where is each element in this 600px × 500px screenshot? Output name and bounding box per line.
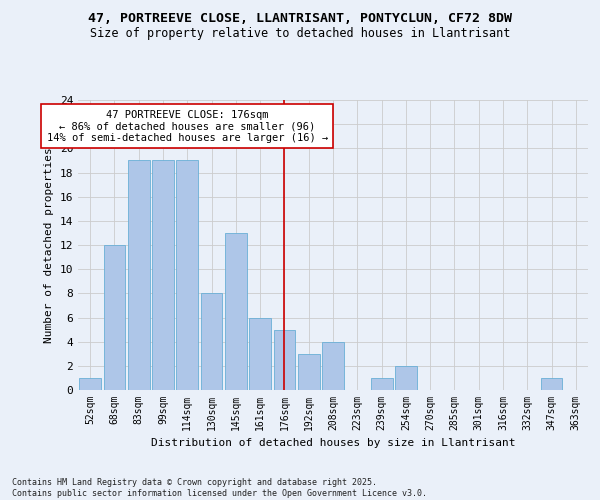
Y-axis label: Number of detached properties: Number of detached properties [44, 147, 54, 343]
Bar [274, 330, 295, 390]
Text: Size of property relative to detached houses in Llantrisant: Size of property relative to detached ho… [90, 28, 510, 40]
Bar [395, 366, 417, 390]
Text: 47, PORTREEVE CLOSE, LLANTRISANT, PONTYCLUN, CF72 8DW: 47, PORTREEVE CLOSE, LLANTRISANT, PONTYC… [88, 12, 512, 26]
Text: Contains HM Land Registry data © Crown copyright and database right 2025.
Contai: Contains HM Land Registry data © Crown c… [12, 478, 427, 498]
Bar [152, 160, 174, 390]
Bar [371, 378, 392, 390]
Bar [79, 378, 101, 390]
Bar [225, 233, 247, 390]
Bar [128, 160, 149, 390]
Text: 47 PORTREEVE CLOSE: 176sqm
← 86% of detached houses are smaller (96)
14% of semi: 47 PORTREEVE CLOSE: 176sqm ← 86% of deta… [47, 110, 328, 143]
Bar [200, 294, 223, 390]
Bar [298, 354, 320, 390]
Bar [176, 160, 198, 390]
Bar [541, 378, 562, 390]
Bar [322, 342, 344, 390]
Bar [249, 318, 271, 390]
X-axis label: Distribution of detached houses by size in Llantrisant: Distribution of detached houses by size … [151, 438, 515, 448]
Bar [104, 245, 125, 390]
